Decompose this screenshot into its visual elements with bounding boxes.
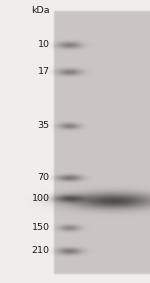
Text: 10: 10 bbox=[38, 40, 50, 49]
Text: 150: 150 bbox=[32, 223, 50, 232]
Text: 210: 210 bbox=[32, 246, 50, 255]
Text: 17: 17 bbox=[38, 67, 50, 76]
Text: 70: 70 bbox=[38, 173, 50, 182]
Text: kDa: kDa bbox=[31, 6, 50, 15]
Text: 100: 100 bbox=[32, 194, 50, 203]
Text: 35: 35 bbox=[37, 121, 50, 130]
